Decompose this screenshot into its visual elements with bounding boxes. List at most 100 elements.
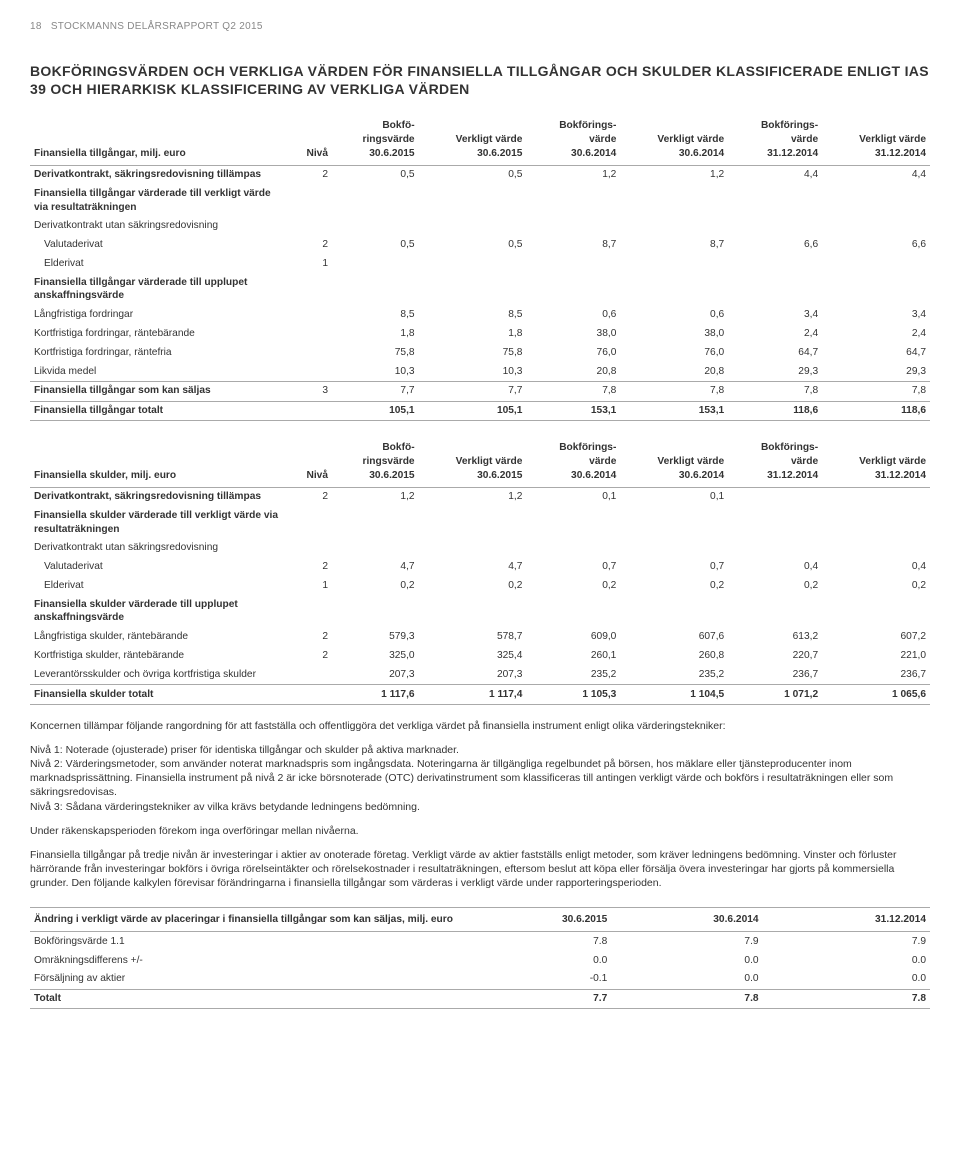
row-value: 0.0 [763, 970, 930, 989]
row-niva [290, 506, 332, 539]
para-niva3: Nivå 3: Sådana värderingstekniker av vil… [30, 800, 930, 814]
row-value: 0,6 [526, 306, 620, 325]
th-label: Finansiella tillgångar, milj. euro [30, 113, 290, 165]
row-value [620, 506, 728, 539]
para-intro: Koncernen tillämpar följande rangordning… [30, 719, 930, 733]
table-liabilities: Finansiella skulder, milj. euro Nivå Bok… [30, 435, 930, 704]
th-c6: Verkligt värde31.12.2014 [822, 435, 930, 487]
row-value: 7.8 [611, 989, 762, 1009]
row-value: 1 117,4 [419, 685, 527, 705]
row-value [419, 254, 527, 273]
row-value [822, 595, 930, 628]
row-value [526, 184, 620, 217]
row-value [332, 273, 419, 306]
row-value: 207,3 [419, 665, 527, 684]
th-c2: 30.6.2014 [611, 907, 762, 932]
th-c4: Verkligt värde30.6.2014 [620, 435, 728, 487]
row-value: 118,6 [728, 401, 822, 421]
row-niva [290, 401, 332, 421]
row-value: 0,5 [332, 165, 419, 184]
table-row: Elderivat1 [30, 254, 930, 273]
row-value: 1 105,3 [526, 685, 620, 705]
row-value: -0.1 [460, 970, 611, 989]
row-value: 0,2 [728, 576, 822, 595]
row-value: 0,5 [419, 236, 527, 255]
row-value [332, 254, 419, 273]
row-label: Finansiella skulder värderade till verkl… [30, 506, 290, 539]
th-c5: Bokförings-värde31.12.2014 [728, 435, 822, 487]
table-row: Totalt7.77.87.8 [30, 989, 930, 1009]
row-label: Finansiella tillgångar som kan säljas [30, 381, 290, 401]
row-value: 153,1 [620, 401, 728, 421]
row-label: Valutaderivat [30, 236, 290, 255]
row-value: 0,2 [332, 576, 419, 595]
row-value: 7,8 [526, 381, 620, 401]
table-row: Derivatkontrakt utan säkringsredovisning [30, 539, 930, 558]
th-c4: Verkligt värde30.6.2014 [620, 113, 728, 165]
row-label: Kortfristiga skulder, räntebärande [30, 646, 290, 665]
row-value: 64,7 [728, 343, 822, 362]
row-value: 0,7 [620, 558, 728, 577]
row-label: Finansiella tillgångar värderade till ve… [30, 184, 290, 217]
para-niva2: Nivå 2: Värderingsmetoder, som använder … [30, 757, 930, 800]
row-value [526, 506, 620, 539]
row-label: Kortfristiga fordringar, räntebärande [30, 324, 290, 343]
row-value: 0,4 [728, 558, 822, 577]
row-value [419, 539, 527, 558]
th-c2: Verkligt värde30.6.2015 [419, 435, 527, 487]
row-niva [290, 539, 332, 558]
table-row: Kortfristiga fordringar, räntefria75,875… [30, 343, 930, 362]
row-value [332, 595, 419, 628]
row-value: 153,1 [526, 401, 620, 421]
table-row: Kortfristiga skulder, räntebärande2325,0… [30, 646, 930, 665]
row-niva [290, 685, 332, 705]
table-row: Finansiella skulder värderade till verkl… [30, 506, 930, 539]
th-label: Finansiella skulder, milj. euro [30, 435, 290, 487]
table-change: Ändring i verkligt värde av placeringar … [30, 907, 930, 1010]
table-row: Finansiella tillgångar värderade till ve… [30, 184, 930, 217]
row-label: Derivatkontrakt, säkringsredovisning til… [30, 487, 290, 506]
para-level3: Finansiella tillgångar på tredje nivån ä… [30, 848, 930, 891]
row-label: Elderivat [30, 576, 290, 595]
row-value: 38,0 [620, 324, 728, 343]
row-value: 6,6 [822, 236, 930, 255]
row-value: 1 117,6 [332, 685, 419, 705]
row-value: 4,4 [728, 165, 822, 184]
row-value: 75,8 [332, 343, 419, 362]
row-value: 0,5 [332, 236, 419, 255]
row-label: Derivatkontrakt, säkringsredovisning til… [30, 165, 290, 184]
row-value: 325,0 [332, 646, 419, 665]
table-row: Långfristiga skulder, räntebärande2579,3… [30, 628, 930, 647]
row-value: 29,3 [822, 362, 930, 381]
row-value [419, 506, 527, 539]
row-value: 8,5 [419, 306, 527, 325]
row-value: 1,2 [526, 165, 620, 184]
th-c6: Verkligt värde31.12.2014 [822, 113, 930, 165]
row-value: 8,7 [620, 236, 728, 255]
row-value: 64,7 [822, 343, 930, 362]
row-value: 118,6 [822, 401, 930, 421]
row-value [728, 254, 822, 273]
row-value [620, 254, 728, 273]
table-row: Derivatkontrakt, säkringsredovisning til… [30, 165, 930, 184]
row-value: 3,4 [728, 306, 822, 325]
row-value: 7,8 [728, 381, 822, 401]
para-niva1: Nivå 1: Noterade (ojusterade) priser för… [30, 743, 930, 757]
row-value: 220,7 [728, 646, 822, 665]
row-value: 7,8 [620, 381, 728, 401]
row-label: Kortfristiga fordringar, räntefria [30, 343, 290, 362]
doc-title: STOCKMANNS DELÅRSRAPPORT Q2 2015 [51, 21, 263, 32]
row-label: Långfristiga fordringar [30, 306, 290, 325]
row-value: 7,7 [332, 381, 419, 401]
table-row: Elderivat10,20,20,20,20,20,2 [30, 576, 930, 595]
page-header: 18 STOCKMANNS DELÅRSRAPPORT Q2 2015 [30, 20, 930, 34]
row-value [728, 184, 822, 217]
row-value: 260,8 [620, 646, 728, 665]
row-value: 578,7 [419, 628, 527, 647]
row-niva [290, 324, 332, 343]
row-value: 0,5 [419, 165, 527, 184]
row-niva [290, 273, 332, 306]
table-row: Finansiella tillgångar som kan säljas37,… [30, 381, 930, 401]
row-value [526, 217, 620, 236]
row-value: 579,3 [332, 628, 419, 647]
